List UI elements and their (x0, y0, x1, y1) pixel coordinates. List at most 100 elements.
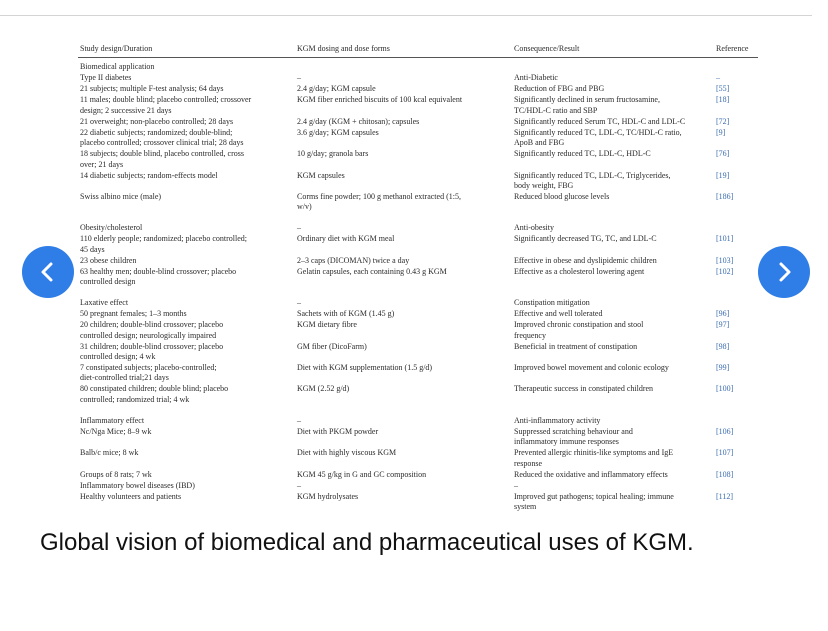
cell-line: Sachets with of KGM (1.45 g) (297, 309, 395, 319)
table-row: Type II diabetes – Anti-Diabetic – (78, 73, 758, 84)
table-cell: [97] (714, 320, 758, 341)
table-cell: Significantly reduced TC, LDL-C, Triglyc… (512, 171, 714, 192)
cell-line: [103] (716, 255, 734, 265)
cell-line: Effective in obese and dyslipidemic chil… (514, 255, 657, 265)
table-cell: Suppressed scratching behaviour and infla… (512, 427, 714, 448)
table-row: Biomedical application (78, 58, 758, 74)
cell-line: KGM hydrolysates (297, 491, 359, 501)
cell-line: Laxative effect (80, 298, 129, 308)
cell-line: – (297, 223, 301, 233)
table-image: Study design/Duration KGM dosing and dose… (78, 44, 758, 513)
cell-line: over; 21 days (80, 159, 124, 169)
table-cell: – (295, 213, 512, 234)
table-cell: Inflammatory bowel diseases (IBD) (78, 481, 295, 492)
table-cell: Sachets with of KGM (1.45 g) (295, 309, 512, 320)
table-cell: Diet with KGM supplementation (1.5 g/d) (295, 363, 512, 384)
table-cell: Therapeutic success in constipated child… (512, 384, 714, 405)
cell-line: frequency (514, 330, 546, 340)
column-header: Study design/Duration (78, 44, 295, 59)
table-row: Groups of 8 rats; 7 wk KGM 45 g/kg in G a… (78, 470, 758, 481)
cell-line: Ordinary diet with KGM meal (297, 234, 395, 244)
cell-line: Inflammatory bowel diseases (IBD) (80, 480, 195, 490)
cell-line: Significantly reduced TC, LDL-C, Triglyc… (514, 170, 671, 180)
table-cell: 10 g/day; granola bars (295, 149, 512, 170)
table-cell: – (295, 406, 512, 427)
table-cell: [186] (714, 192, 758, 213)
table-cell: 7 constipated subjects; placebo-controll… (78, 363, 295, 384)
table-cell: 31 children; double-blind crossover; pla… (78, 342, 295, 363)
cell-line: controlled; randomized trial; 4 wk (80, 394, 190, 404)
table-cell: GM fiber (DicoFarm) (295, 342, 512, 363)
cell-line: [99] (716, 363, 730, 373)
table-cell (714, 288, 758, 309)
header-row: Study design/Duration KGM dosing and dose… (78, 44, 758, 59)
table-cell: – (295, 481, 512, 492)
cell-line: Diet with KGM supplementation (1.5 g/d) (297, 363, 433, 373)
cell-line: Reduced the oxidative and inflammatory e… (514, 469, 668, 479)
cell-line: w/v) (297, 202, 312, 212)
table-cell: Significantly reduced Serum TC, HDL-C an… (512, 117, 714, 128)
table-row: 22 diabetic subjects; randomized; double… (78, 128, 758, 149)
table-cell: 22 diabetic subjects; randomized; double… (78, 128, 295, 149)
table-row: Swiss albino mice (male) Corms fine powde… (78, 192, 758, 213)
table-row: Inflammatory bowel diseases (IBD) – – (78, 481, 758, 492)
previous-button[interactable] (22, 246, 74, 298)
table-row: Laxative effect – Constipation mitigation (78, 288, 758, 309)
table-cell: [76] (714, 149, 758, 170)
cell-line: Significantly reduced TC, LDL-C, TC/HDL-… (514, 127, 682, 137)
cell-line: placebo controlled; crossover clinical t… (80, 138, 244, 148)
table-cell: Biomedical application (78, 58, 295, 74)
table-cell: [103] (714, 256, 758, 267)
table-cell: KGM 45 g/kg in G and GC composition (295, 470, 512, 481)
table-cell: Improved chronic constipation and stool f… (512, 320, 714, 341)
next-button[interactable] (758, 246, 810, 298)
cell-line: Healthy volunteers and patients (80, 491, 182, 501)
chevron-right (779, 262, 791, 282)
table-row: Balb/c mice; 8 wk Diet with highly viscou… (78, 448, 758, 469)
table-cell: 23 obese children (78, 256, 295, 267)
cell-line: 21 overweight; non-placebo controlled; 2… (80, 116, 234, 126)
cell-line: Diet with highly viscous KGM (297, 448, 397, 458)
table-cell: Diet with PKGM powder (295, 427, 512, 448)
table-cell: Effective as a cholesterol lowering agen… (512, 267, 714, 288)
table-row: 11 males; double blind; placebo controll… (78, 95, 758, 116)
cell-line: 18 subjects; double blind, placebo contr… (80, 149, 244, 159)
table-cell: 18 subjects; double blind, placebo contr… (78, 149, 295, 170)
table-cell: Groups of 8 rats; 7 wk (78, 470, 295, 481)
table-cell: Effective in obese and dyslipidemic chil… (512, 256, 714, 267)
cell-line: [19] (716, 170, 730, 180)
cell-line: [102] (716, 266, 734, 276)
table-cell: Corms fine powder; 100 g methanol extrac… (295, 192, 512, 213)
table-cell: Reduced the oxidative and inflammatory e… (512, 470, 714, 481)
cell-line: 2.4 g/day; KGM capsule (297, 84, 376, 94)
table-row: 80 constipated children; double blind; p… (78, 384, 758, 405)
table-cell: [108] (714, 470, 758, 481)
column-header: Consequence/Result (512, 44, 714, 59)
table-cell: Reduced blood glucose levels (512, 192, 714, 213)
cell-line: 23 obese children (80, 255, 137, 265)
table-cell: Nc/Nga Mice; 8–9 wk (78, 427, 295, 448)
table-cell: 3.6 g/day; KGM capsules (295, 128, 512, 149)
table-cell: Inflammatory effect (78, 406, 295, 427)
table-cell: [106] (714, 427, 758, 448)
table-cell: Improved bowel movement and colonic ecol… (512, 363, 714, 384)
table-cell: 21 subjects; multiple F-test analysis; 6… (78, 84, 295, 95)
table-cell: Significantly declined in serum fructosa… (512, 95, 714, 116)
cell-line: – (297, 73, 301, 83)
cell-line: Improved gut pathogens; topical healing;… (514, 491, 674, 501)
cell-line: Inflammatory effect (80, 415, 145, 425)
cell-line: Improved chronic constipation and stool (514, 320, 644, 330)
cell-line: 14 diabetic subjects; random-effects mod… (80, 170, 218, 180)
table-cell: Improved gut pathogens; topical healing;… (512, 492, 714, 513)
table-cell (512, 58, 714, 74)
table-cell (714, 213, 758, 234)
table-cell: 14 diabetic subjects; random-effects mod… (78, 171, 295, 192)
table-cell: KGM (2.52 g/d) (295, 384, 512, 405)
cell-line: 2–3 caps (DICOMAN) twice a day (297, 255, 410, 265)
cell-line: 3.6 g/day; KGM capsules (297, 127, 379, 137)
cell-line: Gelatin capsules, each containing 0.43 g… (297, 266, 447, 276)
cell-line: 11 males; double blind; placebo controll… (80, 95, 252, 105)
cell-line: Prevented allergic rhinitis-like symptom… (514, 448, 674, 458)
cell-line: Beneficial in treatment of constipation (514, 341, 638, 351)
